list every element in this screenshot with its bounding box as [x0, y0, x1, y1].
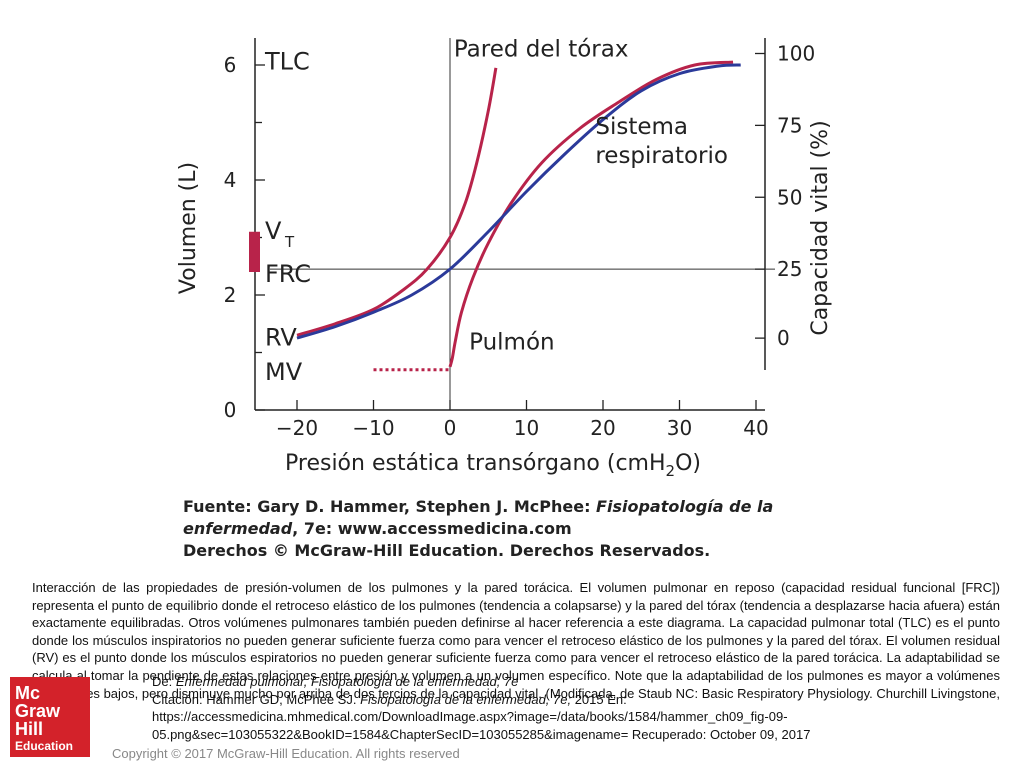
right-tick-label: 25 [777, 257, 802, 281]
logo-line2: Graw [15, 701, 61, 721]
source-line2-b: , 7e: www.accessmedicina.com [292, 519, 572, 538]
x-axis-title-subscript: 2 [666, 462, 676, 480]
x-axis-title-end: O) [675, 451, 701, 476]
citation-line2-a: Citación: Hammer GD, McPhee SJ. [152, 691, 361, 707]
citation-line2-c: 2015 En: [571, 691, 627, 707]
source-line3: Derechos © McGraw-Hill Education. Derech… [183, 541, 711, 560]
x-tick-label: 30 [667, 416, 692, 440]
x-axis-title: Presión estática transórgano (cmH2O) [285, 451, 701, 480]
y-tick-label: 0 [224, 398, 237, 422]
logo-line1: Mc [15, 683, 41, 703]
left-axis-title: Volumen (L) [176, 162, 201, 294]
volume-label-tlc: TLC [264, 47, 310, 75]
citation-line1-a: De: [152, 674, 176, 689]
volume-label-vt-subscript: T [284, 233, 295, 251]
series-label-pared: Pared del tórax [454, 36, 629, 62]
right-tick-label: 100 [777, 42, 815, 66]
citation-url-line2[interactable]: 05.png&sec=103055322&BookID=1584&Chapter… [152, 726, 811, 742]
right-tick-label: 0 [777, 326, 790, 350]
x-tick-label: 0 [444, 416, 457, 440]
source-line1-b: Fisiopatología de la [596, 497, 774, 516]
mcgraw-hill-logo: Mc Graw Hill Education [10, 677, 90, 757]
citation-block: De: Enfermedad pulmonar, Fisiopatología … [112, 673, 872, 743]
citation-url-line1[interactable]: https://accessmedicina.mhmedical.com/Dow… [152, 709, 788, 725]
logo-line3: Hill [15, 719, 44, 739]
volume-label-vt: V [265, 217, 282, 245]
figure-caption: Interacción de las propiedades de presió… [32, 580, 1000, 718]
volume-label-rv: RV [265, 323, 297, 351]
x-tick-label: 10 [514, 416, 539, 440]
citation-line2-b: Fisiopatología de la enfermedad, 7e; [360, 691, 572, 707]
figure-source: Fuente: Gary D. Hammer, Stephen J. McPhe… [183, 496, 833, 562]
pressure-volume-chart: −20 −10 0 10 20 30 40 0 2 4 6 0 25 50 75 100 TLC FRC RV MV V… [176, 36, 833, 480]
y-tick-label: 4 [224, 168, 237, 192]
series-label-respiratorio: respiratorio [595, 143, 728, 169]
series-line [448, 60, 734, 368]
citation-line1-b: Enfermedad pulmonar, Fisiopatología de l… [175, 674, 519, 689]
y-tick-label: 2 [224, 283, 237, 307]
x-tick-label: 40 [743, 416, 768, 440]
x-tick-label: −10 [352, 416, 394, 440]
copyright-notice: Copyright © 2017 McGraw-Hill Education. … [112, 746, 460, 761]
y-tick-label: 6 [224, 53, 237, 77]
series-line [296, 67, 498, 337]
right-axis-title: Capacidad vital (%) [808, 120, 833, 335]
right-tick-label: 75 [777, 113, 802, 137]
volume-label-frc: FRC [265, 260, 311, 288]
series-label-sistema: Sistema [595, 114, 688, 140]
x-tick-label: 20 [590, 416, 615, 440]
tidal-volume-bar [249, 231, 260, 272]
logo-line4: Education [15, 739, 74, 753]
right-tick-label: 50 [777, 185, 802, 209]
series-label-pulmon: Pulmón [469, 330, 555, 356]
figure-panel: −20 −10 0 10 20 30 40 0 2 4 6 0 25 50 75 100 TLC FRC RV MV V… [175, 28, 840, 568]
source-line2-a: enfermedad [183, 519, 293, 538]
x-tick-label: −20 [276, 416, 318, 440]
series-line [296, 63, 741, 340]
volume-label-mv: MV [265, 358, 303, 386]
source-line1-a: Fuente: Gary D. Hammer, Stephen J. McPhe… [183, 497, 597, 516]
